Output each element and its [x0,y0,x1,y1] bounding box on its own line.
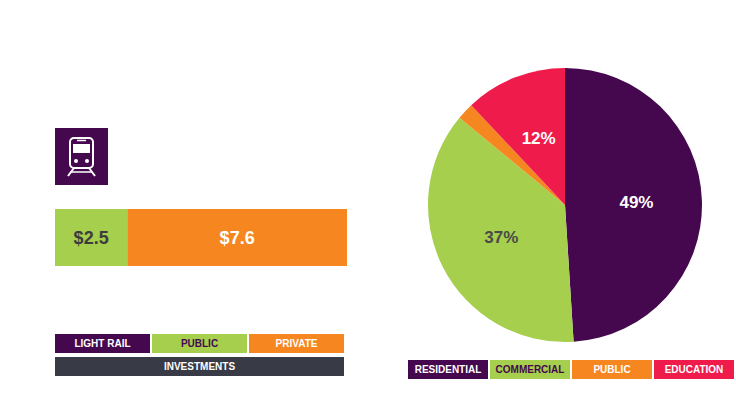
html-text:PUBLIC: PUBLIC [593,364,631,375]
html-text:EDUCATION: EDUCATION [664,364,724,375]
svg-text:12%: 12% [522,129,556,148]
html-text:RESIDENTIAL: RESIDENTIAL [414,364,482,375]
svg-text:$2.5: $2.5 [74,228,109,248]
html-text:INVESTMENTS: INVESTMENTS [163,361,236,372]
svg-text:49%: 49% [619,193,653,212]
svg-text:37%: 37% [484,228,518,247]
html-text:PRIVATE: PRIVATE [275,338,318,349]
svg-text:$7.6: $7.6 [220,228,255,248]
html-text:COMMERCIAL: COMMERCIAL [495,364,565,375]
html-text:PUBLIC: PUBLIC [180,338,219,349]
html-text:LIGHT RAIL: LIGHT RAIL [74,338,131,349]
